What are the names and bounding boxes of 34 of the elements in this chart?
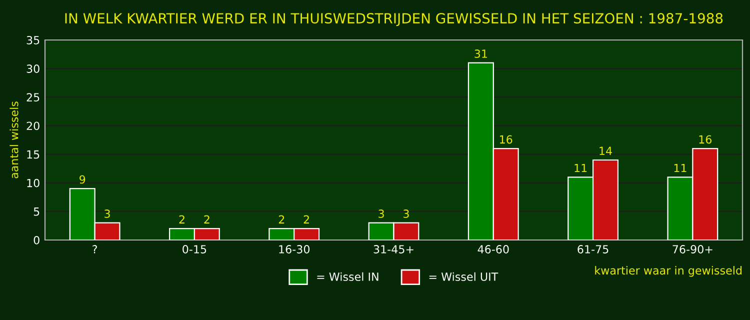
y-tick-label: 15 <box>27 150 40 159</box>
data-label: 11 <box>674 164 686 172</box>
legend-label: = Wissel IN <box>317 272 378 281</box>
y-tick-label: 0 <box>34 236 40 244</box>
y-tick-label: 30 <box>26 64 40 73</box>
y-tick-label: 25 <box>26 93 40 102</box>
x-tick-label: 61-75 <box>578 245 608 254</box>
y-tick-label: 20 <box>26 122 40 130</box>
y-axis-title: aantal wissels <box>10 102 18 178</box>
data-label: 16 <box>699 135 712 144</box>
chart-title: IN WELK KWARTIER WERD ER IN THUISWEDSTRIJDEN GEWISSELD IN HET SEIZOEN : 1987-1988 <box>65 13 723 26</box>
data-label: 3 <box>378 210 384 218</box>
x-tick-label: 76-90+ <box>672 245 712 254</box>
data-label: 14 <box>600 146 612 155</box>
data-label: 3 <box>104 210 110 218</box>
x-tick-label: 31-45+ <box>374 245 414 254</box>
x-axis-title: kwartier waar in gewisseld <box>595 266 742 277</box>
data-label: 31 <box>474 50 487 58</box>
y-tick-label: 5 <box>34 208 40 216</box>
y-tick-label: 10 <box>27 178 40 188</box>
x-tick-label: 0-15 <box>182 245 206 254</box>
data-label: 11 <box>574 164 587 172</box>
data-label: 2 <box>278 215 284 224</box>
data-label: 2 <box>204 215 210 224</box>
x-tick-label: 16-30 <box>279 245 310 254</box>
data-label: 9 <box>80 175 86 184</box>
data-label: 2 <box>304 215 309 224</box>
data-label: 16 <box>500 135 512 144</box>
x-tick-label: ? <box>92 245 97 254</box>
data-label: 2 <box>179 215 184 224</box>
x-tick-label: 46-60 <box>478 245 509 254</box>
legend-label: = Wissel UIT <box>429 272 498 281</box>
data-label: 3 <box>404 210 409 218</box>
y-tick-label: 35 <box>26 36 40 44</box>
